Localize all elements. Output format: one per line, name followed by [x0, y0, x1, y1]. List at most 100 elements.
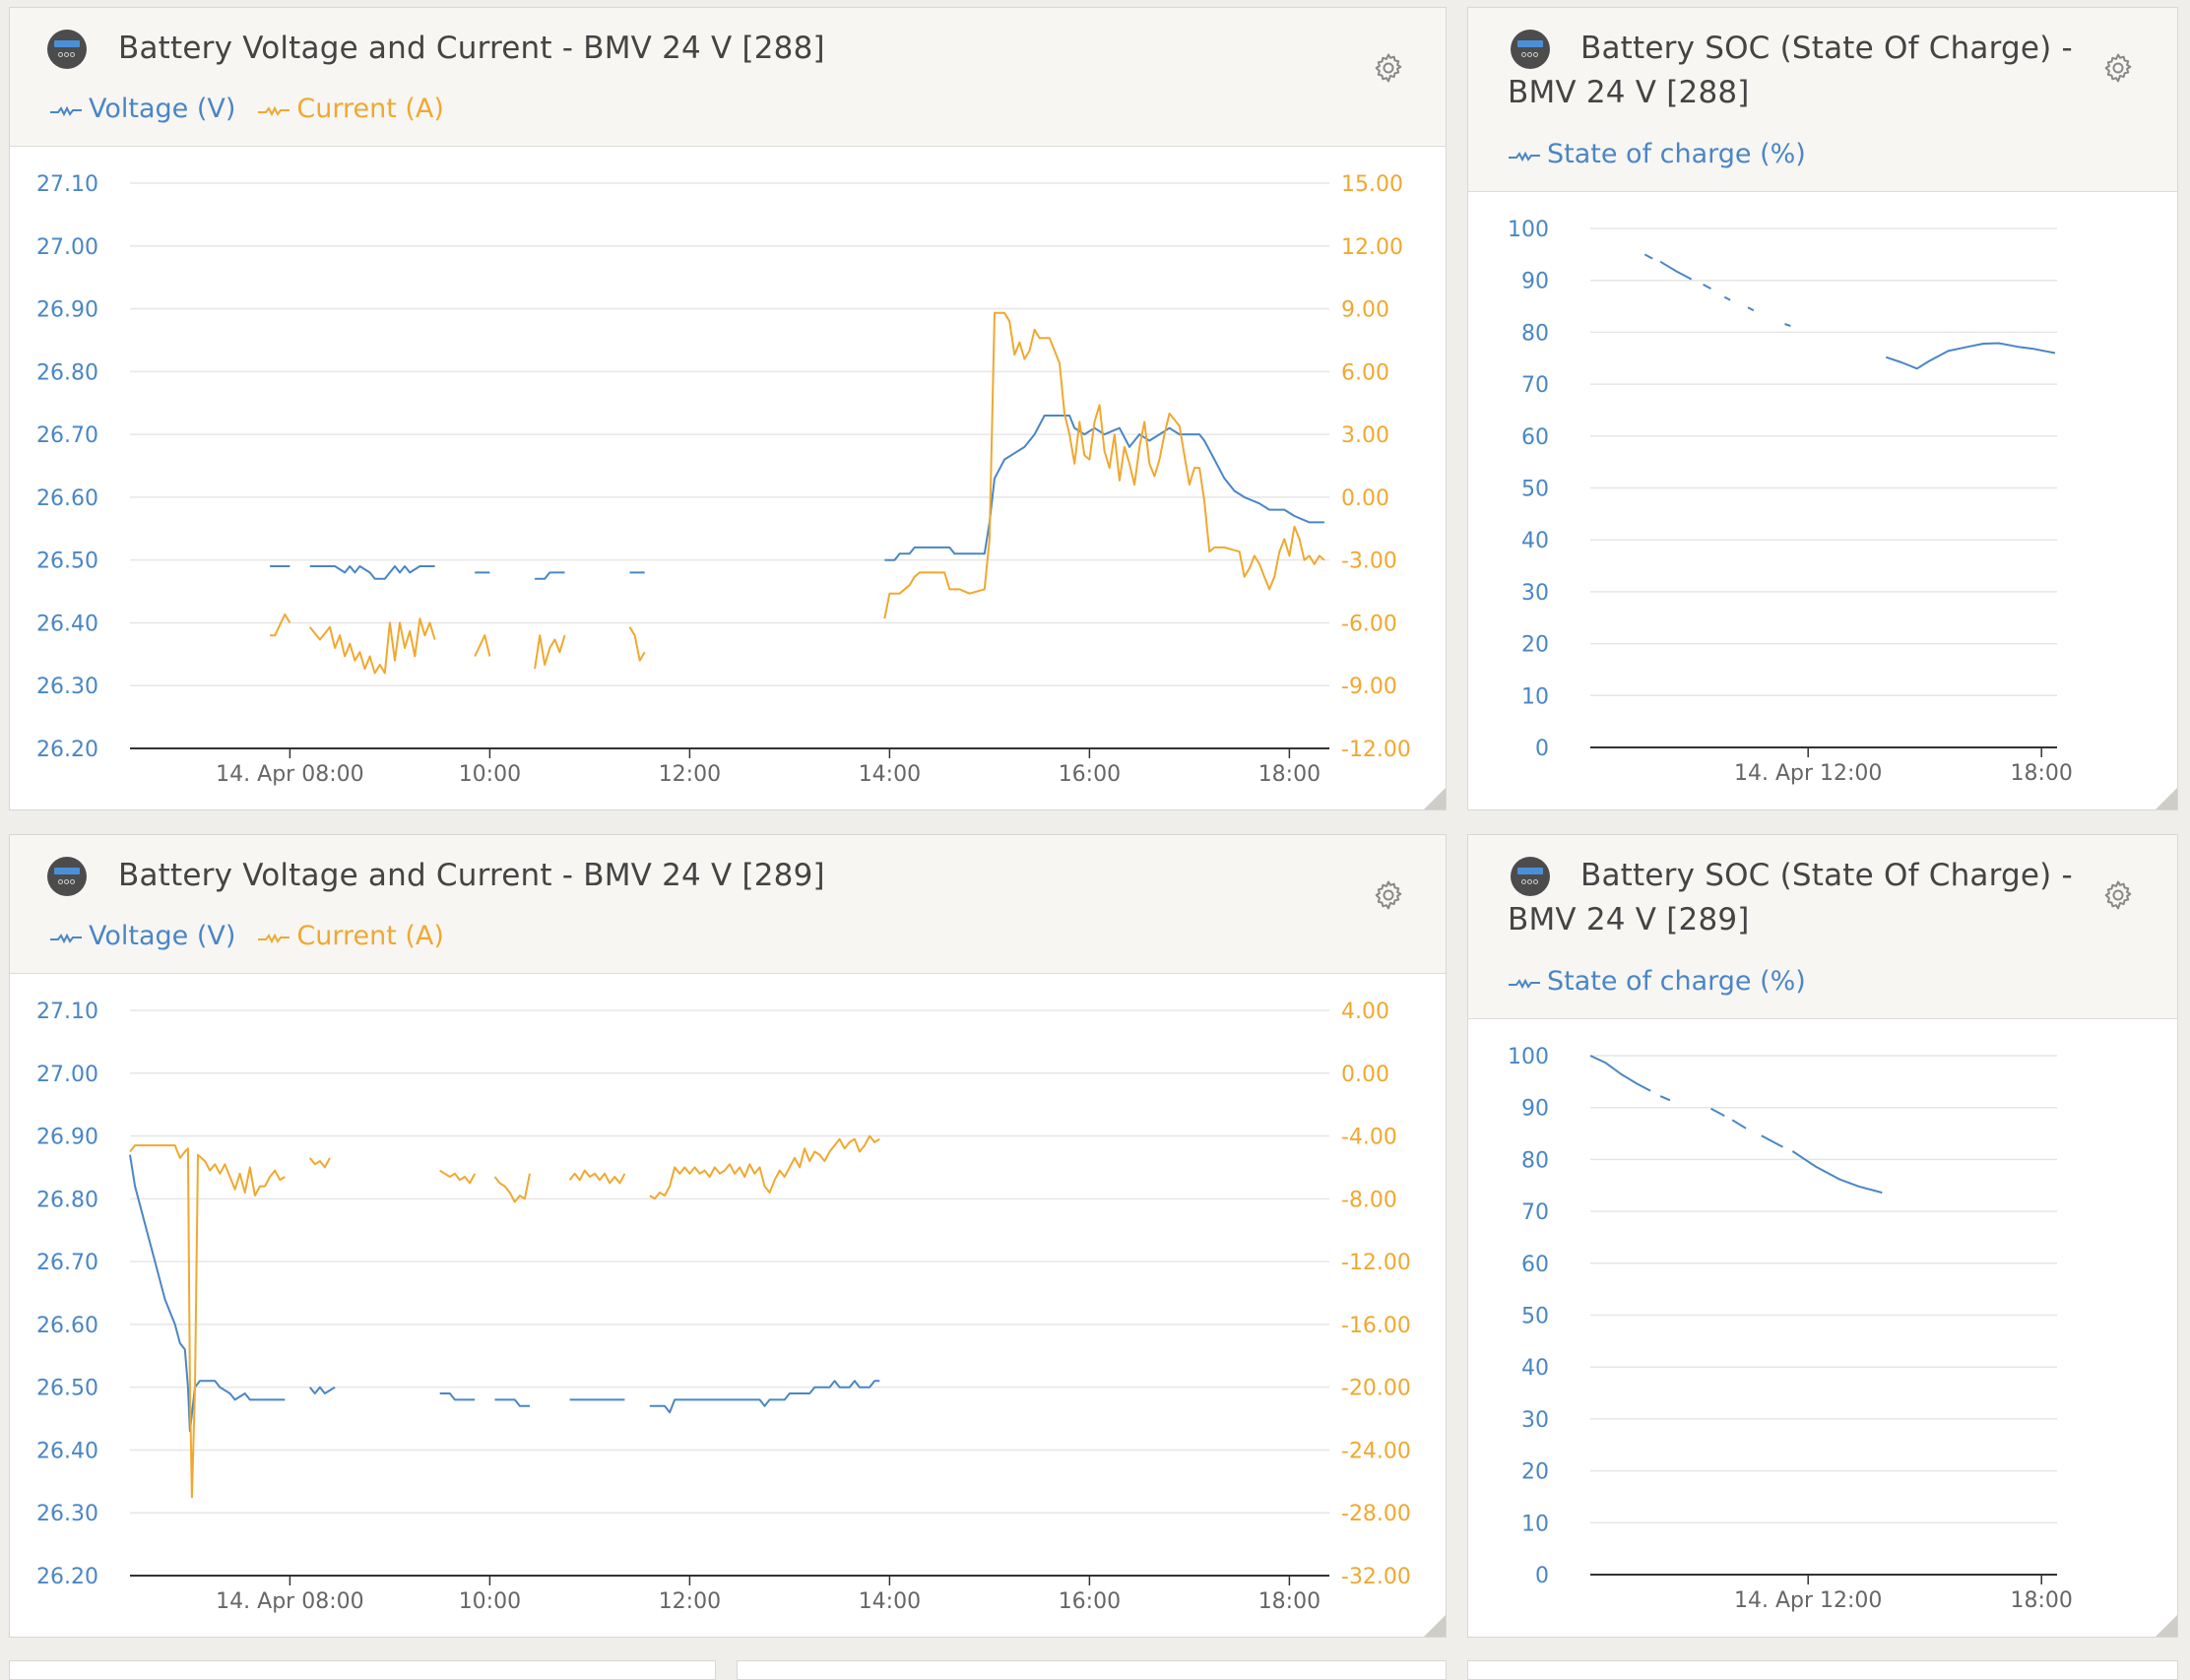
soc-chart-289[interactable]: 0 10 20 30 40 50 60 70 80 90 100 14. Apr 12:00 18:00	[1468, 1018, 2179, 1639]
voltage-v-series-line	[884, 415, 1324, 561]
current-a-series-line	[439, 1169, 477, 1185]
voltage-v-series-line	[439, 1392, 476, 1401]
soc-chart-288[interactable]: 0 10 20 30 40 50 60 70 80 90 100 14. Apr 12:00 18:00	[1468, 191, 2179, 811]
state-of-charge-series-line	[1791, 1150, 1883, 1195]
voltage-current-chart-288[interactable]: 26.20 26.30 26.40 26.50 26.60 26.70 26.80 26.90…	[10, 146, 1448, 811]
panel-title: Battery SOC (State Of Charge) - BMV 24 V…	[1508, 27, 2118, 115]
legend-label: Voltage (V)	[89, 94, 236, 124]
gear-icon[interactable]	[1372, 51, 1405, 85]
panel-header: Battery SOC (State Of Charge) - BMV 24 V…	[1468, 835, 2177, 1019]
legend-item-soc[interactable]: State of charge (%)	[1508, 966, 1806, 997]
y-tick-label: 26.50	[36, 1377, 98, 1401]
y-tick-label: 26.50	[36, 549, 98, 574]
gear-icon[interactable]	[2101, 878, 2135, 912]
state-of-charge-series-line	[1885, 342, 2056, 370]
y-tick-label: 40	[1521, 1356, 1549, 1381]
y-tick-label: 70	[1521, 373, 1549, 398]
y-right-tick-label: 15.00	[1341, 172, 1403, 197]
resize-handle[interactable]	[2156, 1615, 2177, 1637]
y-right-tick-label: -28.00	[1341, 1502, 1411, 1526]
panel-header: Battery SOC (State Of Charge) - BMV 24 V…	[1468, 8, 2177, 192]
y-tick-label: 80	[1521, 321, 1549, 346]
x-tick-label: 10:00	[459, 1589, 521, 1614]
state-of-charge-series-line	[1703, 284, 1711, 290]
legend-item-voltage[interactable]: Voltage (V)	[49, 94, 235, 124]
chart-legend: Voltage (V) Current (A)	[49, 921, 444, 951]
current-a-series-line	[270, 613, 291, 637]
y-tick-label: 26.70	[36, 423, 98, 448]
y-tick-label: 90	[1521, 270, 1549, 294]
y-right-tick-label: -12.00	[1341, 1251, 1411, 1275]
y-right-tick-label: -32.00	[1341, 1565, 1411, 1589]
y-tick-label: 30	[1521, 581, 1549, 606]
y-tick-label: 20	[1521, 633, 1549, 658]
chart-legend: State of charge (%)	[1508, 139, 1806, 169]
x-tick-label: 12:00	[659, 1589, 721, 1614]
voltage-current-panel-288: Battery Voltage and Current - BMV 24 V […	[9, 7, 1447, 810]
y-right-tick-label: 4.00	[1341, 1000, 1389, 1024]
x-tick-label: 14. Apr 08:00	[216, 762, 363, 787]
x-tick-label: 18:00	[2010, 1588, 2072, 1613]
current-a-series-line	[628, 626, 646, 662]
panel-header: Battery Voltage and Current - BMV 24 V […	[10, 8, 1446, 147]
line-series-icon	[50, 105, 82, 116]
y-right-tick-label: 9.00	[1341, 298, 1389, 323]
y-tick-label: 27.10	[36, 1000, 98, 1024]
x-tick-label: 18:00	[2010, 761, 2072, 786]
y-right-tick-label: -24.00	[1341, 1439, 1411, 1463]
legend-label: State of charge (%)	[1547, 139, 1806, 169]
legend-label: Current (A)	[296, 94, 444, 124]
gear-icon[interactable]	[1372, 878, 1405, 912]
legend-label: Current (A)	[296, 921, 444, 951]
current-a-series-line	[308, 617, 436, 675]
legend-label: State of charge (%)	[1547, 966, 1806, 997]
y-tick-label: 80	[1521, 1148, 1549, 1173]
y-tick-label: 40	[1521, 529, 1549, 553]
y-tick-label: 26.70	[36, 1251, 98, 1275]
y-tick-label: 26.30	[36, 1502, 98, 1526]
y-tick-label: 26.60	[36, 486, 98, 511]
state-of-charge-series-line	[1731, 1119, 1747, 1130]
next-panel-right	[1467, 1660, 2178, 1680]
voltage-v-series-line	[535, 571, 565, 580]
panel-title-line1: Battery SOC (State Of Charge) -	[1580, 31, 2073, 66]
voltage-current-panel-289: Battery Voltage and Current - BMV 24 V […	[9, 834, 1447, 1638]
y-tick-label: 26.90	[36, 1126, 98, 1150]
state-of-charge-series-line	[1710, 1107, 1725, 1117]
panel-title-line2: BMV 24 V [289]	[1508, 902, 1750, 937]
resize-handle[interactable]	[1424, 788, 1446, 809]
y-tick-label: 50	[1521, 478, 1549, 502]
y-tick-label: 26.80	[36, 1188, 98, 1212]
y-tick-label: 90	[1521, 1097, 1549, 1122]
panel-title-line2: BMV 24 V [288]	[1508, 75, 1750, 110]
battery-monitor-icon	[47, 857, 87, 896]
y-tick-label: 26.20	[36, 1565, 98, 1589]
state-of-charge-series-line	[1723, 295, 1731, 301]
battery-monitor-icon	[1511, 857, 1550, 896]
y-tick-label: 26.60	[36, 1314, 98, 1338]
x-tick-label: 14. Apr 12:00	[1734, 761, 1882, 786]
y-tick-label: 0	[1535, 737, 1549, 761]
legend-item-current[interactable]: Current (A)	[257, 921, 444, 951]
legend-item-soc[interactable]: State of charge (%)	[1508, 139, 1806, 169]
chart-legend: Voltage (V) Current (A)	[49, 94, 444, 124]
chart-legend: State of charge (%)	[1508, 966, 1806, 997]
y-tick-label: 70	[1521, 1200, 1549, 1225]
line-series-icon	[50, 933, 82, 943]
state-of-charge-series-line	[1659, 1095, 1671, 1102]
legend-item-current[interactable]: Current (A)	[257, 94, 444, 124]
legend-item-voltage[interactable]: Voltage (V)	[49, 921, 235, 951]
state-of-charge-series-line	[1589, 1055, 1651, 1092]
x-tick-label: 16:00	[1059, 762, 1121, 787]
gear-icon[interactable]	[2101, 51, 2135, 85]
panel-title: Battery SOC (State Of Charge) - BMV 24 V…	[1508, 854, 2118, 942]
resize-handle[interactable]	[2156, 788, 2177, 809]
y-right-tick-label: 0.00	[1341, 486, 1389, 511]
resize-handle[interactable]	[1424, 1615, 1446, 1637]
voltage-current-chart-289[interactable]: 26.20 26.30 26.40 26.50 26.60 26.70 26.80 26.90…	[10, 973, 1448, 1639]
line-series-icon	[1509, 978, 1540, 989]
current-a-series-line	[474, 634, 491, 657]
next-panel-left	[9, 1660, 716, 1680]
legend-label: Voltage (V)	[89, 921, 236, 951]
state-of-charge-series-line	[1747, 306, 1755, 312]
